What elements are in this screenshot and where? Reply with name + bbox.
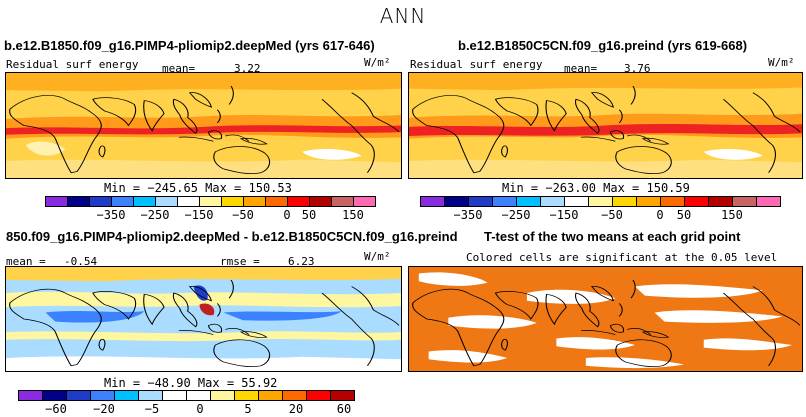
colorbar-cell (287, 196, 310, 207)
panel2-colorbar-ticks: −350 −250 −150 −50 0 50 150 (420, 208, 780, 222)
panel3-mean-label: mean = (6, 255, 46, 268)
colorbar-cell (756, 196, 781, 207)
panel2-title: b.e12.B1850C5CN.f09_g16.preind (yrs 619-… (458, 38, 748, 53)
colorbar-cell (258, 390, 283, 401)
colorbar-cell (564, 196, 589, 207)
colorbar-cell (309, 196, 332, 207)
colorbar-cell (732, 196, 757, 207)
colorbar-cell (243, 196, 266, 207)
colorbar-cell (660, 196, 685, 207)
colorbar-tick: −50 (601, 208, 623, 222)
colorbar-cell (588, 196, 613, 207)
panel3-title: 850.f09_g16.PIMP4-pliomip2.deepMed - b.e… (6, 229, 458, 244)
colorbar-cell (282, 390, 307, 401)
panel3-minmax: Min = −48.90 Max = 55.92 (104, 376, 278, 390)
colorbar-cell (89, 196, 112, 207)
colorbar-cell (420, 196, 445, 207)
colorbar-cell (42, 390, 67, 401)
panel1-variable: Residual surf energy (6, 58, 139, 71)
colorbar-cell (114, 390, 139, 401)
panel1-units: W/m² (364, 56, 391, 69)
colorbar-cell (636, 196, 661, 207)
colorbar-tick: −50 (232, 208, 254, 222)
panel1-mean-value: 3.22 (234, 62, 261, 75)
colorbar-cell (111, 196, 134, 207)
colorbar-tick: 5 (244, 402, 252, 416)
colorbar-cell (444, 196, 469, 207)
colorbar-tick: −20 (93, 402, 115, 416)
colorbar-tick: −250 (140, 208, 170, 222)
colorbar-tick: −150 (184, 208, 214, 222)
colorbar-tick: −150 (549, 208, 579, 222)
colorbar-cell (612, 196, 637, 207)
colorbar-cell (265, 196, 288, 207)
colorbar-cell (138, 390, 163, 401)
colorbar-tick: −350 (453, 208, 483, 222)
colorbar-tick: 150 (721, 208, 743, 222)
panel1-title: b.e12.B1850.f09_g16.PIMP4-pliomip2.deepM… (4, 38, 375, 53)
colorbar-cell (199, 196, 222, 207)
colorbar-cell (210, 390, 235, 401)
colorbar-cell (492, 196, 517, 207)
panel3-rmse-label: rmse = (220, 255, 260, 268)
colorbar-tick: 0 (283, 208, 291, 222)
panel2-minmax: Min = −263.00 Max = 150.59 (502, 181, 690, 195)
colorbar-cell (162, 390, 187, 401)
panel2-map (408, 72, 803, 179)
panel4-subtitle: Colored cells are significant at the 0.0… (466, 251, 778, 264)
colorbar-tick: 60 (336, 402, 352, 416)
panel1-colorbar-ticks: −350 −250 −150 −50 0 50 150 (45, 208, 375, 222)
panel2-variable: Residual surf energy (410, 58, 543, 71)
panel3-colorbar-ticks: −60 −20 −5 0 5 20 60 (18, 402, 358, 416)
panel4-map (408, 266, 803, 372)
panel2-colorbar (420, 196, 781, 207)
colorbar-cell (133, 196, 156, 207)
colorbar-cell (221, 196, 244, 207)
panel3-map (5, 266, 402, 372)
colorbar-cell (708, 196, 733, 207)
colorbar-cell (684, 196, 709, 207)
colorbar-cell (45, 196, 68, 207)
colorbar-tick: 50 (676, 208, 692, 222)
colorbar-cell (540, 196, 565, 207)
colorbar-cell (67, 196, 90, 207)
figure-title: ANN (379, 4, 427, 28)
panel2-units: W/m² (768, 56, 795, 69)
colorbar-cell (468, 196, 493, 207)
panel3-units: W/m² (364, 250, 391, 263)
panel2-mean-label: mean= (564, 62, 598, 75)
panel1-minmax: Min = −245.65 Max = 150.53 (104, 181, 292, 195)
colorbar-tick: −60 (45, 402, 67, 416)
colorbar-tick: −5 (144, 402, 160, 416)
colorbar-tick: 0 (656, 208, 664, 222)
panel1-map (5, 72, 402, 179)
colorbar-cell (66, 390, 91, 401)
colorbar-cell (330, 390, 355, 401)
colorbar-cell (90, 390, 115, 401)
colorbar-tick: 150 (342, 208, 364, 222)
colorbar-cell (516, 196, 541, 207)
colorbar-cell (18, 390, 43, 401)
colorbar-cell (177, 196, 200, 207)
colorbar-cell (155, 196, 178, 207)
panel1-colorbar (45, 196, 376, 207)
colorbar-cell (306, 390, 331, 401)
panel3-mean-value: -0.54 (64, 255, 98, 268)
panel3-colorbar (18, 390, 355, 401)
panel1-mean-label: mean= (162, 62, 196, 75)
colorbar-cell (186, 390, 211, 401)
colorbar-tick: −250 (501, 208, 531, 222)
panel2-mean-value: 3.76 (624, 62, 651, 75)
colorbar-tick: 20 (288, 402, 304, 416)
panel3-rmse-value: 6.23 (288, 255, 315, 268)
panel4-title: T-test of the two means at each grid poi… (484, 229, 741, 244)
colorbar-cell (353, 196, 376, 207)
colorbar-cell (234, 390, 259, 401)
colorbar-tick: 0 (196, 402, 204, 416)
colorbar-cell (331, 196, 354, 207)
colorbar-tick: −350 (96, 208, 126, 222)
colorbar-tick: 50 (301, 208, 317, 222)
